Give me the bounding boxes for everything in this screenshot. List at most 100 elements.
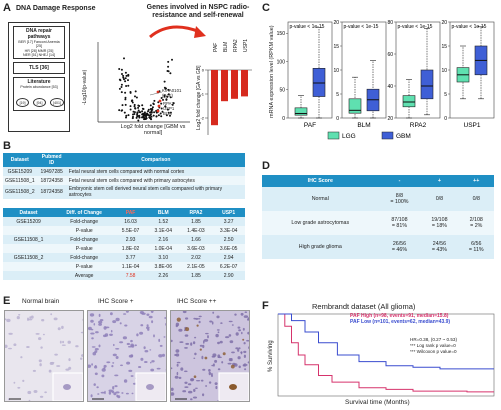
cell-nucleus bbox=[98, 320, 103, 324]
cell: 1.85 bbox=[179, 271, 213, 280]
cell-nucleus bbox=[94, 348, 99, 351]
cell-nucleus bbox=[179, 341, 184, 343]
cell-nucleus bbox=[88, 326, 92, 331]
bar-tick-label: -2 bbox=[200, 116, 204, 121]
cell-nucleus bbox=[93, 323, 96, 326]
km-test2: *** Wilcoxon p value=0 bbox=[410, 349, 457, 354]
cell-nucleus bbox=[114, 374, 119, 377]
table-row: P-value 5.5E-07 3.1E-04 1.4E-03 3.3E-04 bbox=[3, 226, 245, 235]
cell: 6.2E-07 bbox=[212, 262, 245, 271]
volcano-point bbox=[124, 77, 127, 80]
cell: 2.1E-05 bbox=[179, 262, 213, 271]
volcano-point bbox=[125, 74, 128, 77]
cell-nucleus bbox=[100, 391, 105, 394]
cell-nucleus bbox=[113, 392, 117, 396]
cell: 1.1E-04 bbox=[114, 262, 147, 271]
cell-nucleus bbox=[194, 336, 197, 339]
cell-nucleus bbox=[247, 361, 249, 364]
cell-nucleus bbox=[244, 368, 247, 371]
volcano-point bbox=[157, 101, 160, 104]
volcano-point bbox=[150, 118, 153, 121]
volcano-point bbox=[160, 107, 163, 110]
cell-nucleus bbox=[61, 325, 64, 329]
cell-nucleus bbox=[125, 392, 129, 395]
cell-nucleus bbox=[123, 401, 126, 402]
gene-label: PAF bbox=[304, 122, 316, 129]
curved-arrow-icon bbox=[149, 25, 201, 39]
cell: 18724358 bbox=[36, 185, 67, 199]
cell-nucleus bbox=[112, 353, 117, 357]
cell-nucleus bbox=[112, 362, 115, 364]
volcano-point bbox=[124, 91, 127, 94]
cell-nucleus bbox=[103, 364, 107, 368]
volcano-point bbox=[124, 98, 127, 101]
cell-nucleus bbox=[220, 401, 224, 402]
cell: 2/108 = 2% bbox=[458, 211, 494, 235]
cell-nucleus bbox=[233, 363, 238, 367]
cell-nucleus bbox=[208, 371, 211, 376]
cell-nucleus bbox=[16, 316, 20, 320]
y-tick-label: 50 bbox=[279, 88, 285, 94]
bubble: [401] bbox=[50, 98, 64, 108]
cell: Normal bbox=[262, 187, 379, 211]
cell-nucleus bbox=[208, 369, 211, 372]
cell-nucleus bbox=[209, 320, 213, 323]
cell-nucleus bbox=[180, 367, 184, 371]
volcano-label-usp1: USP1 bbox=[163, 106, 175, 111]
histology-image-plus bbox=[87, 310, 167, 402]
volcano-point bbox=[120, 91, 123, 94]
bar-mark bbox=[211, 70, 218, 126]
cell-nucleus bbox=[199, 344, 203, 347]
cell-nucleus bbox=[68, 366, 72, 370]
cell-nucleus bbox=[211, 355, 216, 358]
volcano-point bbox=[167, 65, 170, 68]
volcano-point bbox=[120, 109, 123, 112]
cell-nucleus bbox=[110, 312, 113, 316]
cell: 3.10 bbox=[146, 253, 180, 262]
cell-nucleus bbox=[6, 318, 11, 323]
cell-nucleus bbox=[115, 317, 120, 322]
stained-cell bbox=[185, 327, 190, 332]
gene-label: USP1 bbox=[464, 122, 481, 129]
dna-response-box: DNA repair pathways BER [17] Fanconi Ane… bbox=[8, 22, 70, 132]
cell-nucleus bbox=[109, 333, 113, 336]
cell-nucleus bbox=[185, 342, 190, 345]
cell-nucleus bbox=[212, 311, 215, 314]
cell-nucleus bbox=[124, 324, 128, 327]
cell-nucleus bbox=[62, 340, 65, 344]
cell-nucleus bbox=[227, 362, 232, 365]
volcano-point bbox=[162, 98, 164, 101]
cell-nucleus bbox=[229, 340, 234, 344]
y-tick-label: 20 bbox=[387, 116, 393, 122]
volcano-point bbox=[169, 111, 172, 114]
volcano-point bbox=[171, 103, 174, 106]
inset-cell bbox=[229, 384, 237, 390]
cell-nucleus bbox=[99, 319, 104, 322]
cell-nucleus bbox=[184, 381, 188, 384]
col-header: RPA2 bbox=[179, 208, 213, 217]
cell-nucleus bbox=[94, 350, 98, 353]
volcano-point bbox=[127, 73, 130, 76]
legend-swatch-lgg bbox=[327, 131, 340, 140]
volcano-point bbox=[169, 96, 172, 99]
bar-tick-label: -1 bbox=[200, 92, 204, 97]
cell-nucleus bbox=[226, 400, 227, 401]
volcano-point bbox=[166, 108, 169, 111]
cell-nucleus bbox=[75, 345, 79, 348]
volcano-point bbox=[163, 86, 166, 89]
pathways-title: DNA repair pathways bbox=[26, 28, 52, 40]
cell-nucleus bbox=[144, 350, 149, 353]
volcano-points bbox=[118, 57, 175, 122]
volcano-label-blm: BLM bbox=[163, 111, 172, 116]
cell-nucleus bbox=[164, 317, 166, 319]
cell-nucleus bbox=[211, 372, 213, 376]
cell-nucleus bbox=[240, 312, 244, 316]
panel-label-c: C bbox=[262, 2, 270, 14]
y-tick-label: 5 bbox=[444, 92, 447, 98]
cell: GSE11508_2 bbox=[3, 253, 55, 262]
volcano-point bbox=[138, 114, 141, 117]
cell-nucleus bbox=[146, 324, 149, 327]
col-header: BLM bbox=[146, 208, 180, 217]
cell-nucleus bbox=[207, 335, 209, 339]
